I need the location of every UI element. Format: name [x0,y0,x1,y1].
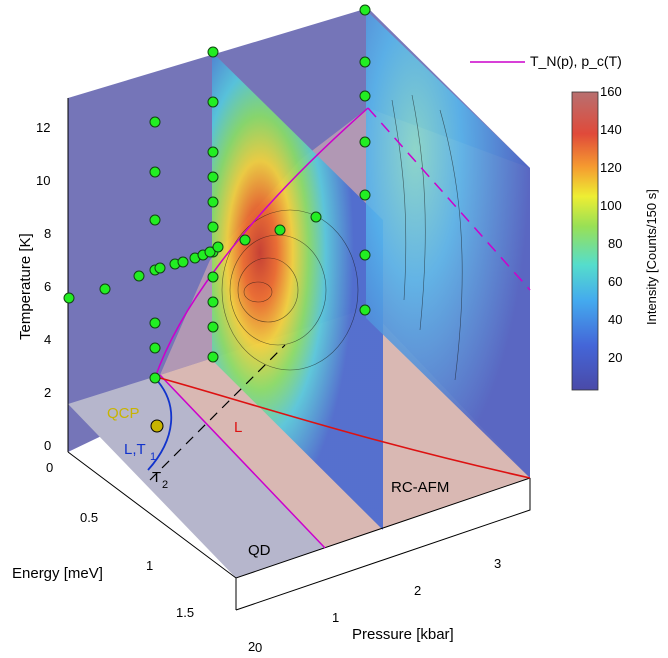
T2-line [149,344,286,481]
pressure-tick: 3 [494,556,501,571]
colorbar-tick: 40 [608,312,622,327]
L-line [159,377,531,479]
axis-box [67,98,531,611]
pressure-tick: 1 [332,610,339,625]
energy-tick: 1.5 [176,605,194,620]
label-qd: QD [248,542,271,559]
colorbar-tick: 140 [600,122,622,137]
colorbar-label: Intensity [Counts/150 s] [644,189,659,325]
temperature-tick: 6 [44,279,51,294]
label-t2-sub: 2 [162,479,168,491]
intensity-slab-2 [366,10,530,478]
temperature-axis-label: Temperature [K] [17,233,34,340]
colorbar-tick: 100 [600,198,622,213]
temperature-tick: 2 [44,385,51,400]
energy-tick: 0 [46,460,53,475]
pressure-ticks: 0 1 2 3 [255,556,501,655]
pressure-axis-label: Pressure [kbar] [352,626,454,643]
pressure-tick: 0 [255,640,262,653]
energy-tick: 1 [146,558,153,573]
colorbar-tick: 120 [600,160,622,175]
qcp-marker [150,419,164,433]
colorbar [571,91,599,391]
temperature-tick: 8 [44,226,51,241]
temperature-ticks: 0 2 4 6 8 10 12 [36,120,51,453]
colorbar-tick: 80 [608,236,622,251]
energy-tick: 2 [248,639,255,653]
colorbar-tick: 20 [608,350,622,365]
measurement-points [63,4,371,384]
temperature-tick: 4 [44,332,51,347]
phase-boundary-TN [154,107,369,379]
label-qcp: QCP [107,405,140,422]
energy-tick: 0.5 [80,510,98,525]
phase-boundary-floor [159,374,326,549]
temperature-tick: 0 [44,438,51,453]
temperature-tick: 12 [36,120,50,135]
label-t2: T [152,469,161,486]
label-rc-afm: RC-AFM [391,479,449,496]
intensity-slab-1 [212,52,383,530]
energy-axis-label: Energy [meV] [12,565,103,582]
pressure-tick: 2 [414,583,421,598]
LT1-line [147,377,173,471]
legend-label: T_N(p), p_c(T) [530,53,622,69]
colorbar-tick: 60 [608,274,622,289]
colorbar-tick: 160 [600,84,622,99]
floor-qd-region [68,375,325,578]
colorbar-ticks: 20 40 60 80 100 120 140 160 [600,84,622,365]
label-l: L [234,419,242,436]
energy-ticks: 0 0.5 1 1.5 2 [46,460,255,654]
label-lt1-sub: 1 [150,451,156,463]
contour-lines [221,94,463,381]
temperature-tick: 10 [36,173,50,188]
phase-boundary-dashed [367,107,531,291]
label-lt1: L,T [124,441,146,458]
